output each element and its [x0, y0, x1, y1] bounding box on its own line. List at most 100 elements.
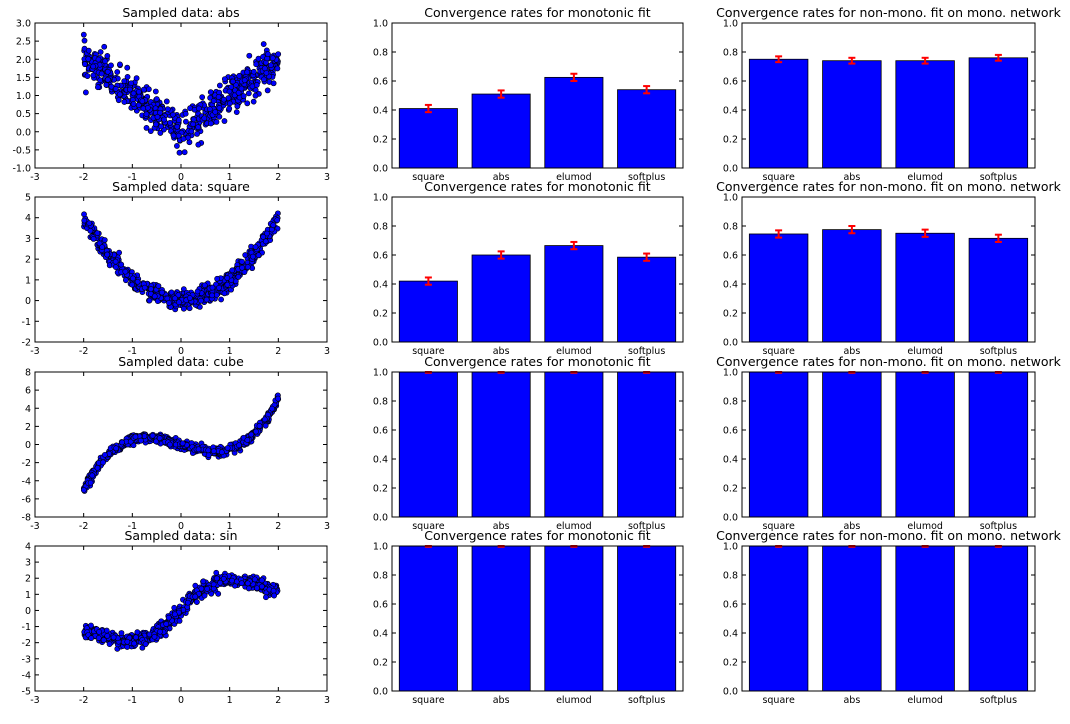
- y-tick-label: 0.4: [723, 280, 738, 291]
- data-point: [129, 281, 136, 288]
- y-tick-label: -2: [22, 458, 31, 469]
- data-point: [229, 78, 236, 85]
- x-tick-label: 3: [324, 695, 330, 706]
- x-tick-label: -1: [128, 346, 137, 357]
- data-point: [181, 149, 188, 156]
- y-tick-label: 0.6: [373, 600, 388, 611]
- data-point: [198, 297, 204, 304]
- x-tick-label: abs: [493, 695, 510, 706]
- data-point: [103, 627, 110, 634]
- x-tick-label: 2: [275, 695, 281, 706]
- x-tick-label: 3: [324, 521, 330, 532]
- y-tick-label: 6: [25, 386, 31, 397]
- x-tick-label: 0: [178, 521, 184, 532]
- data-point: [136, 88, 142, 95]
- data-point: [224, 275, 231, 281]
- data-point: [218, 296, 225, 303]
- data-point: [153, 438, 159, 445]
- data-point: [203, 296, 210, 303]
- data-point: [139, 98, 146, 105]
- subplot-title: Convergence rates for non-mono. fit on m…: [716, 528, 1061, 543]
- x-tick-label: elumod: [907, 172, 943, 183]
- data-point: [253, 428, 259, 435]
- x-tick-label: square: [762, 695, 795, 706]
- data-point: [168, 289, 175, 296]
- y-tick-label: 0.0: [723, 513, 738, 524]
- y-tick-label: 0.2: [723, 658, 738, 669]
- data-point: [270, 587, 277, 594]
- subplot-title: Convergence rates for non-mono. fit on m…: [716, 354, 1061, 369]
- data-point: [121, 78, 128, 85]
- x-tick-label: 0: [178, 346, 184, 357]
- data-point: [81, 217, 88, 224]
- bar: [471, 93, 531, 169]
- subplot-title: Convergence rates for monotonic fit: [424, 354, 650, 369]
- x-tick-label: square: [412, 172, 445, 183]
- data-point: [122, 268, 129, 275]
- plot-area: [34, 196, 328, 343]
- data-point: [229, 577, 235, 584]
- data-point: [114, 69, 121, 75]
- y-tick-label: 0.6: [723, 600, 738, 611]
- y-tick-label: 0.2: [723, 135, 738, 146]
- data-point: [207, 120, 214, 127]
- y-tick-label: 0.8: [723, 397, 738, 408]
- y-tick-label: 0.2: [373, 658, 388, 669]
- y-tick-label: 2.0: [16, 55, 31, 66]
- data-point: [201, 115, 208, 122]
- data-point: [167, 441, 173, 448]
- data-point: [270, 80, 277, 87]
- bar: [822, 60, 882, 169]
- data-point: [154, 114, 161, 120]
- x-tick-label: elumod: [907, 346, 943, 357]
- x-tick-label: 1: [227, 521, 233, 532]
- data-point: [213, 292, 220, 298]
- data-point: [102, 451, 108, 458]
- y-tick-label: 0.8: [723, 571, 738, 582]
- data-point: [240, 93, 247, 99]
- plot-border: [391, 371, 684, 518]
- data-point: [233, 109, 240, 116]
- subplot-2: Convergence rates for monotonic fit 0.0 0.…: [373, 5, 684, 183]
- data-point: [167, 119, 173, 126]
- bar: [544, 245, 604, 343]
- x-tick-label: -3: [30, 695, 39, 706]
- data-point: [132, 433, 139, 440]
- x-tick-label: -2: [79, 521, 88, 532]
- data-point: [175, 132, 182, 139]
- y-tick-label: 1.0: [373, 193, 388, 204]
- x-tick-label: elumod: [556, 695, 592, 706]
- data-point: [115, 97, 122, 104]
- data-point: [267, 62, 274, 69]
- subplot-title: Convergence rates for monotonic fit: [424, 528, 650, 543]
- data-point: [216, 105, 223, 111]
- subplot-7: Sampled data: cube -8 -6 -4 -2 0 2 4 6 8 -3 -2 -1 0 1 2…: [22, 354, 331, 532]
- data-point: [124, 64, 131, 71]
- data-point: [145, 105, 151, 111]
- data-point: [130, 90, 137, 97]
- data-point: [131, 640, 137, 647]
- data-point: [235, 274, 242, 280]
- x-tick-label: square: [412, 695, 445, 706]
- bar: [895, 60, 955, 169]
- data-point: [96, 628, 102, 635]
- data-point: [94, 464, 101, 471]
- subplot-title: Convergence rates for monotonic fit: [424, 179, 650, 194]
- data-point: [121, 99, 128, 105]
- data-point: [269, 55, 276, 62]
- y-tick-label: 0.6: [373, 426, 388, 437]
- data-point: [112, 264, 119, 270]
- y-tick-label: 0.0: [723, 687, 738, 698]
- bar: [544, 371, 604, 518]
- data-point: [262, 422, 269, 429]
- y-tick-label: -1: [22, 317, 31, 328]
- data-point: [195, 105, 202, 112]
- data-point: [146, 631, 153, 638]
- data-point: [265, 51, 271, 58]
- y-tick-label: 2: [25, 422, 31, 433]
- y-tick-label: 0: [25, 440, 31, 451]
- data-point: [217, 579, 224, 586]
- data-point: [210, 448, 217, 455]
- y-tick-label: 1: [25, 590, 31, 601]
